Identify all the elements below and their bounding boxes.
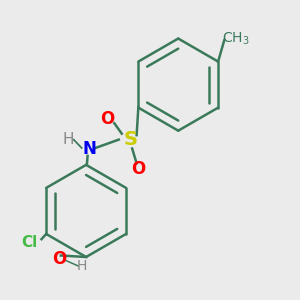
Text: O: O — [100, 110, 114, 128]
Text: H: H — [62, 132, 74, 147]
Text: O: O — [131, 160, 145, 178]
Text: S: S — [124, 130, 138, 149]
Text: N: N — [82, 140, 96, 158]
Text: H: H — [76, 259, 87, 273]
Text: CH$_3$: CH$_3$ — [222, 30, 250, 47]
Text: Cl: Cl — [22, 235, 38, 250]
Text: O: O — [52, 250, 67, 268]
